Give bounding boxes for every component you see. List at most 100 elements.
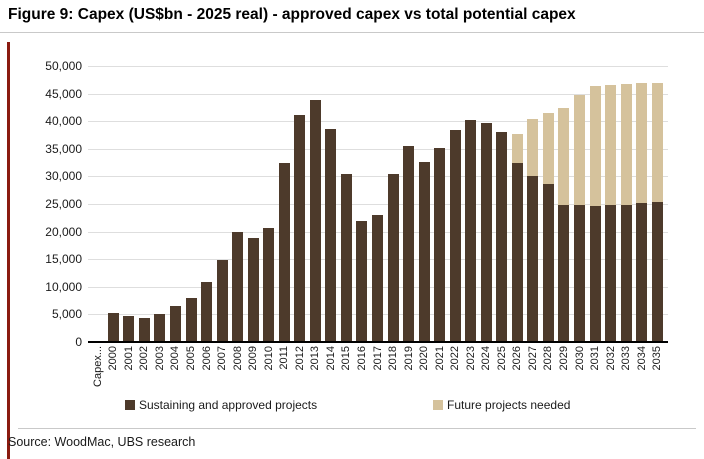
- x-axis-tick-label: 2001: [122, 346, 135, 371]
- x-axis-tick-label: 2027: [526, 346, 539, 371]
- bar-sustaining: [107, 313, 119, 342]
- x-axis-line: [88, 341, 668, 343]
- x-axis-tick-label: 2029: [557, 346, 570, 371]
- gridline: [88, 66, 668, 67]
- gridline: [88, 93, 668, 95]
- y-axis-tick-label: 35,000: [45, 141, 82, 156]
- bar-sustaining: [465, 120, 477, 342]
- bar-sustaining: [620, 204, 632, 342]
- x-axis-tick-label: 2019: [402, 346, 415, 371]
- bar-sustaining: [309, 100, 321, 342]
- bar-sustaining: [449, 130, 461, 342]
- bar-sustaining: [169, 306, 181, 342]
- bar-sustaining: [542, 183, 554, 342]
- y-axis-tick-label: 20,000: [45, 224, 82, 239]
- x-axis-tick-label: 2013: [309, 346, 322, 371]
- y-axis-tick-label: 25,000: [45, 197, 82, 211]
- bar-sustaining: [340, 174, 352, 342]
- source-text: Source: WoodMac, UBS research: [8, 435, 196, 449]
- bar-sustaining: [294, 115, 306, 342]
- x-axis-tick-label: 2035: [651, 346, 664, 371]
- bar-sustaining: [511, 163, 523, 342]
- gridline: [88, 176, 668, 178]
- y-axis-tick-label: 50,000: [45, 59, 82, 73]
- bar-sustaining: [247, 238, 259, 342]
- x-axis-tick-label: Capex...: [91, 346, 104, 387]
- bar-sustaining: [263, 228, 275, 342]
- x-axis-tick-label: 2028: [542, 346, 555, 371]
- title-underline: [0, 32, 704, 33]
- x-axis-tick-label: 2006: [200, 346, 213, 371]
- x-axis-tick-label: 2026: [511, 346, 524, 371]
- x-axis-tick-label: 2015: [340, 346, 353, 371]
- bar-sustaining: [372, 214, 383, 342]
- bar-sustaining: [154, 314, 166, 342]
- bar-sustaining: [574, 205, 586, 342]
- x-axis-tick-label: 2022: [449, 346, 462, 371]
- x-axis-tick-label: 2003: [153, 346, 166, 371]
- plot-area: [88, 66, 668, 342]
- bar-future: [651, 82, 663, 203]
- source-separator: [18, 428, 696, 429]
- gridline: [88, 204, 668, 205]
- y-axis-tick-label: 40,000: [45, 114, 82, 129]
- bar-future: [620, 84, 632, 205]
- x-axis-tick-label: 2016: [355, 346, 368, 371]
- x-axis-tick-label: 2017: [371, 346, 384, 371]
- legend-label-sustaining: Sustaining and approved projects: [139, 398, 318, 412]
- bar-sustaining: [589, 205, 601, 342]
- bar-sustaining: [480, 122, 492, 342]
- bar-sustaining: [527, 176, 539, 342]
- x-axis-tick-label: 2011: [278, 346, 291, 370]
- bar-sustaining: [605, 205, 617, 342]
- x-axis-tick-label: 2024: [480, 346, 493, 371]
- bar-sustaining: [496, 131, 508, 342]
- x-axis-tick-label: 2032: [604, 346, 617, 371]
- bar-future: [574, 94, 586, 206]
- x-axis-tick-label: 2020: [418, 346, 431, 371]
- legend-label-future: Future projects needed: [447, 398, 571, 412]
- x-axis-tick-label: 2009: [247, 346, 260, 371]
- x-axis-tick-label: 2034: [635, 346, 648, 371]
- legend-item-sustaining: Sustaining and approved projects: [125, 398, 317, 412]
- bar-sustaining: [123, 316, 135, 342]
- bar-future: [589, 86, 601, 206]
- legend-item-future: Future projects needed: [433, 398, 570, 412]
- legend-swatch-future-icon: [433, 400, 443, 410]
- x-axis-tick-label: 2010: [262, 346, 275, 371]
- bar-sustaining: [418, 162, 430, 342]
- gridline: [88, 121, 668, 123]
- y-axis-tick-label: 30,000: [45, 169, 82, 184]
- legend-swatch-sustaining-icon: [125, 400, 135, 410]
- x-axis-tick-label: 2033: [620, 346, 633, 371]
- bar-sustaining: [278, 163, 290, 342]
- bar-sustaining: [138, 318, 150, 342]
- x-axis-tick-label: 2018: [387, 346, 400, 371]
- x-axis-tick-label: 2014: [324, 346, 337, 371]
- x-axis-tick-label: 2012: [293, 346, 306, 371]
- x-axis-tick-label: 2008: [231, 346, 244, 371]
- y-axis-tick-label: 5,000: [51, 307, 82, 322]
- bar-future: [527, 119, 539, 177]
- bar-sustaining: [216, 260, 228, 342]
- bar-sustaining: [387, 173, 399, 342]
- bar-future: [542, 113, 554, 184]
- gridline: [88, 148, 668, 150]
- x-axis-tick-label: 2023: [464, 346, 477, 371]
- x-axis-tick-label: 2000: [107, 346, 120, 371]
- bar-sustaining: [434, 148, 446, 342]
- bar-future: [636, 82, 648, 204]
- y-axis-tick-label: 45,000: [45, 86, 82, 101]
- x-axis-tick-label: 2031: [589, 346, 602, 371]
- x-axis-tick-label: 2007: [216, 346, 229, 371]
- bar-sustaining: [201, 282, 213, 342]
- bar-sustaining: [356, 220, 368, 342]
- x-axis-tick-label: 2030: [573, 346, 586, 371]
- x-axis-tick-label: 2004: [169, 346, 182, 371]
- bar-sustaining: [185, 297, 197, 342]
- x-axis-tick-label: 2005: [185, 346, 197, 371]
- x-axis-tick-label: 2021: [433, 346, 446, 371]
- bar-sustaining: [558, 205, 570, 342]
- x-axis-tick-label: 2025: [495, 346, 508, 371]
- figure-title: Figure 9: Capex (US$bn - 2025 real) - ap…: [8, 6, 576, 23]
